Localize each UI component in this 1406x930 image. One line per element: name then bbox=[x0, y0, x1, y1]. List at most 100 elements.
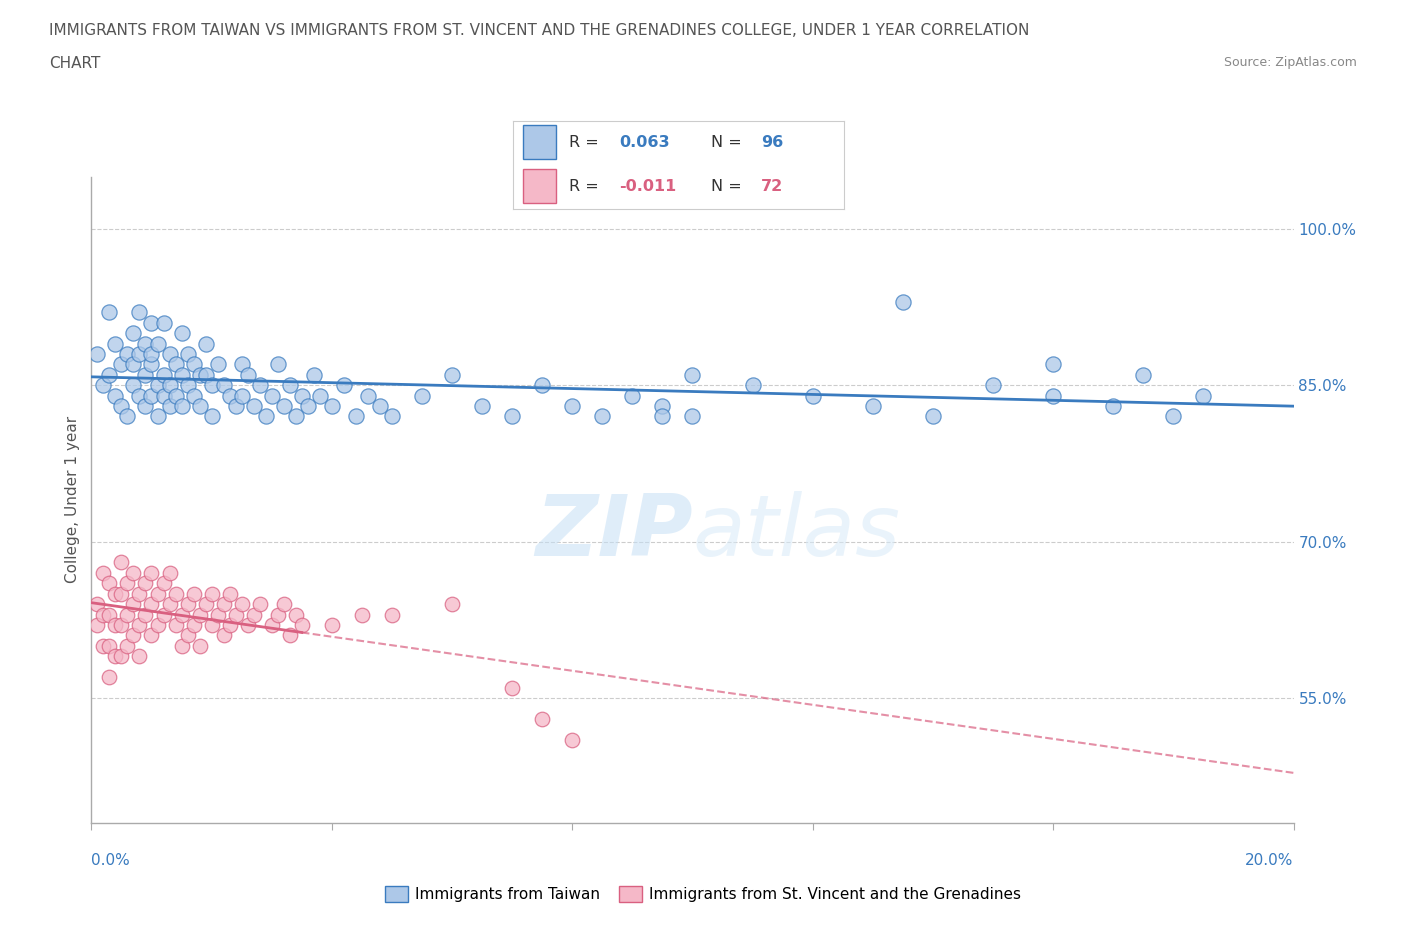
Point bbox=[183, 618, 205, 632]
Text: 96: 96 bbox=[761, 135, 783, 150]
Point bbox=[165, 586, 187, 601]
Text: CHART: CHART bbox=[49, 56, 101, 71]
Point bbox=[368, 399, 391, 414]
Point bbox=[531, 711, 554, 726]
Text: N =: N = bbox=[711, 179, 748, 193]
Point bbox=[134, 399, 156, 414]
Point bbox=[104, 336, 127, 351]
Text: R =: R = bbox=[569, 179, 605, 193]
Point bbox=[194, 367, 217, 382]
Point bbox=[381, 409, 404, 424]
Point bbox=[218, 586, 240, 601]
Text: -0.011: -0.011 bbox=[619, 179, 676, 193]
Point bbox=[471, 399, 494, 414]
Point bbox=[201, 586, 224, 601]
Point bbox=[152, 576, 174, 591]
Point bbox=[891, 295, 914, 310]
Point bbox=[344, 409, 367, 424]
Point bbox=[128, 586, 150, 601]
Point bbox=[141, 347, 163, 362]
Point bbox=[134, 607, 156, 622]
Point bbox=[350, 607, 373, 622]
Point bbox=[278, 378, 301, 392]
Point bbox=[122, 326, 145, 340]
Point bbox=[411, 388, 433, 403]
Point bbox=[159, 347, 181, 362]
Point bbox=[176, 378, 198, 392]
Point bbox=[302, 367, 325, 382]
Text: 0.063: 0.063 bbox=[619, 135, 669, 150]
Point bbox=[128, 618, 150, 632]
Point bbox=[501, 680, 523, 695]
Point bbox=[561, 732, 583, 747]
FancyBboxPatch shape bbox=[523, 169, 557, 203]
Point bbox=[242, 607, 264, 622]
Point bbox=[117, 576, 139, 591]
Point bbox=[86, 347, 108, 362]
Point bbox=[651, 399, 673, 414]
Point bbox=[128, 649, 150, 664]
Point bbox=[218, 388, 240, 403]
Point bbox=[104, 388, 127, 403]
Point bbox=[98, 367, 121, 382]
Point bbox=[501, 409, 523, 424]
Point bbox=[254, 409, 277, 424]
Point bbox=[122, 628, 145, 643]
Point bbox=[273, 597, 295, 612]
Point bbox=[278, 628, 301, 643]
Point bbox=[86, 618, 108, 632]
Point bbox=[170, 367, 193, 382]
Point bbox=[231, 597, 253, 612]
Point bbox=[1192, 388, 1215, 403]
Point bbox=[134, 336, 156, 351]
Point bbox=[159, 565, 181, 580]
Point bbox=[225, 399, 247, 414]
Point bbox=[159, 597, 181, 612]
Point bbox=[128, 305, 150, 320]
Point bbox=[152, 607, 174, 622]
Point bbox=[170, 638, 193, 653]
Point bbox=[188, 367, 211, 382]
Point bbox=[194, 597, 217, 612]
Point bbox=[188, 607, 211, 622]
Point bbox=[98, 305, 121, 320]
Point bbox=[981, 378, 1004, 392]
Point bbox=[561, 399, 583, 414]
Point bbox=[297, 399, 319, 414]
Point bbox=[225, 607, 247, 622]
Point bbox=[801, 388, 824, 403]
Point bbox=[333, 378, 356, 392]
Point bbox=[110, 399, 132, 414]
Point bbox=[183, 357, 205, 372]
Text: ZIP: ZIP bbox=[534, 491, 692, 574]
Point bbox=[110, 649, 132, 664]
Point bbox=[284, 409, 307, 424]
Point bbox=[117, 347, 139, 362]
Point bbox=[531, 378, 554, 392]
Point bbox=[201, 409, 224, 424]
Point bbox=[207, 357, 229, 372]
Text: IMMIGRANTS FROM TAIWAN VS IMMIGRANTS FROM ST. VINCENT AND THE GRENADINES COLLEGE: IMMIGRANTS FROM TAIWAN VS IMMIGRANTS FRO… bbox=[49, 23, 1029, 38]
Point bbox=[267, 357, 290, 372]
FancyBboxPatch shape bbox=[523, 126, 557, 159]
Point bbox=[152, 367, 174, 382]
Point bbox=[146, 336, 169, 351]
Point bbox=[98, 670, 121, 684]
Point bbox=[134, 367, 156, 382]
Point bbox=[273, 399, 295, 414]
Point bbox=[621, 388, 644, 403]
Point bbox=[267, 607, 290, 622]
Point bbox=[117, 607, 139, 622]
Point bbox=[141, 565, 163, 580]
Point bbox=[141, 315, 163, 330]
Point bbox=[242, 399, 264, 414]
Point bbox=[201, 378, 224, 392]
Point bbox=[440, 367, 463, 382]
Point bbox=[681, 409, 703, 424]
Point bbox=[146, 586, 169, 601]
Point bbox=[188, 399, 211, 414]
Point bbox=[165, 357, 187, 372]
Point bbox=[176, 628, 198, 643]
Point bbox=[1161, 409, 1184, 424]
Point bbox=[170, 326, 193, 340]
